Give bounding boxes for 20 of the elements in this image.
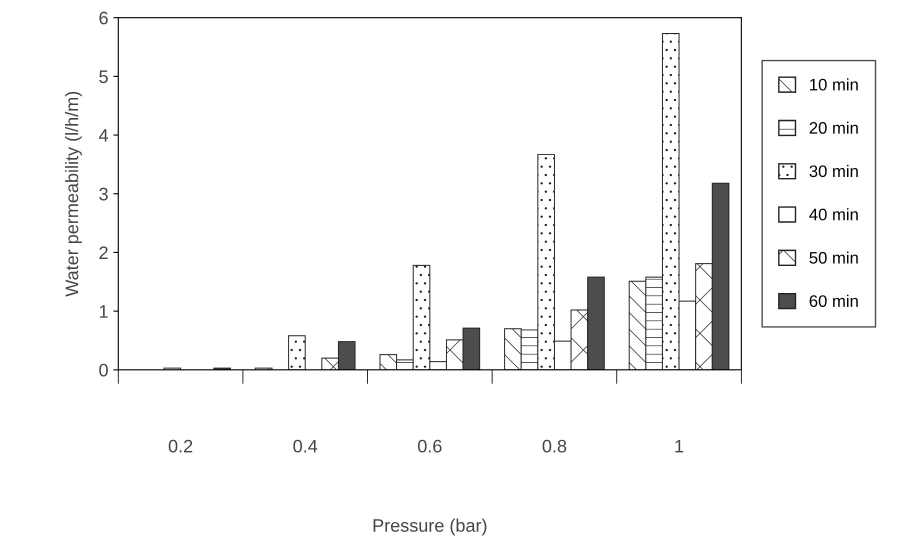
x-tick-label: 0.8 [542,440,566,453]
y-tick-label: 1 [100,305,108,318]
x-tick-label: 0.4 [293,440,318,453]
legend-label: 30 min [809,164,858,178]
y-tick-label: 3 [99,188,108,200]
y-tick-label: 6 [99,12,108,24]
legend-label: 40 min [809,208,858,220]
legend-label: 10 min [810,78,858,91]
x-tick-label: 1 [675,440,684,452]
y-tick-label: 0 [99,364,108,377]
x-tick-label: 0.6 [418,440,442,453]
x-axis-title: Pressure (bar) [374,518,486,536]
x-tick-label: 0.2 [168,440,192,453]
legend-label: 60 min [810,294,858,307]
y-tick-label: 5 [99,70,108,84]
y-tick-label: 4 [98,129,108,142]
y-axis-title: Water permeability (l/h/m) [65,92,82,297]
legend-label: 20 min [810,122,858,134]
legend-label: 50 min [809,251,858,264]
y-tick-label: 2 [99,246,108,259]
